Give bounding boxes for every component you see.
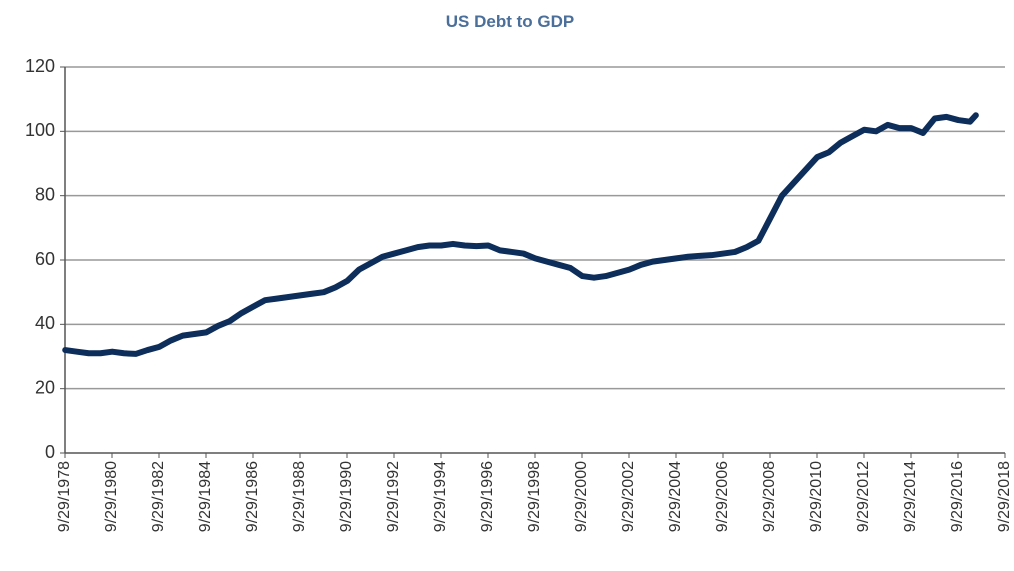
x-tick-label: 9/29/1978 <box>56 461 73 532</box>
x-tick-label: 9/29/2016 <box>949 461 966 532</box>
x-tick-label: 9/29/1994 <box>432 461 449 532</box>
x-tick-label: 9/29/2018 <box>996 461 1013 532</box>
y-tick-label: 120 <box>25 56 55 76</box>
x-tick-label: 9/29/1982 <box>150 461 167 532</box>
x-tick-label: 9/29/1984 <box>197 461 214 532</box>
x-tick-label: 9/29/1998 <box>526 461 543 532</box>
x-tick-label: 9/29/2002 <box>620 461 637 532</box>
y-tick-label: 100 <box>25 120 55 140</box>
x-tick-label: 9/29/2006 <box>714 461 731 532</box>
y-tick-label: 80 <box>35 184 55 204</box>
y-tick-label: 60 <box>35 249 55 269</box>
x-tick-label: 9/29/2012 <box>855 461 872 532</box>
data-line <box>62 112 979 357</box>
x-tick-label: 9/29/1996 <box>479 461 496 532</box>
y-tick-label: 40 <box>35 313 55 333</box>
x-tick-label: 9/29/2008 <box>761 461 778 532</box>
x-tick-label: 9/29/1988 <box>291 461 308 532</box>
x-tick-label: 9/29/2014 <box>902 461 919 532</box>
x-tick-label: 9/29/1992 <box>385 461 402 532</box>
x-tick-label: 9/29/1980 <box>103 461 120 532</box>
x-tick-label: 9/29/2000 <box>573 461 590 532</box>
x-tick-label: 9/29/1986 <box>244 461 261 532</box>
x-tick-label: 9/29/1990 <box>338 461 355 532</box>
y-tick-label: 0 <box>45 442 55 462</box>
x-tick-label: 9/29/2010 <box>808 461 825 532</box>
y-tick-label: 20 <box>35 377 55 397</box>
chart-title: US Debt to GDP <box>446 12 574 31</box>
x-tick-label: 9/29/2004 <box>667 461 684 532</box>
